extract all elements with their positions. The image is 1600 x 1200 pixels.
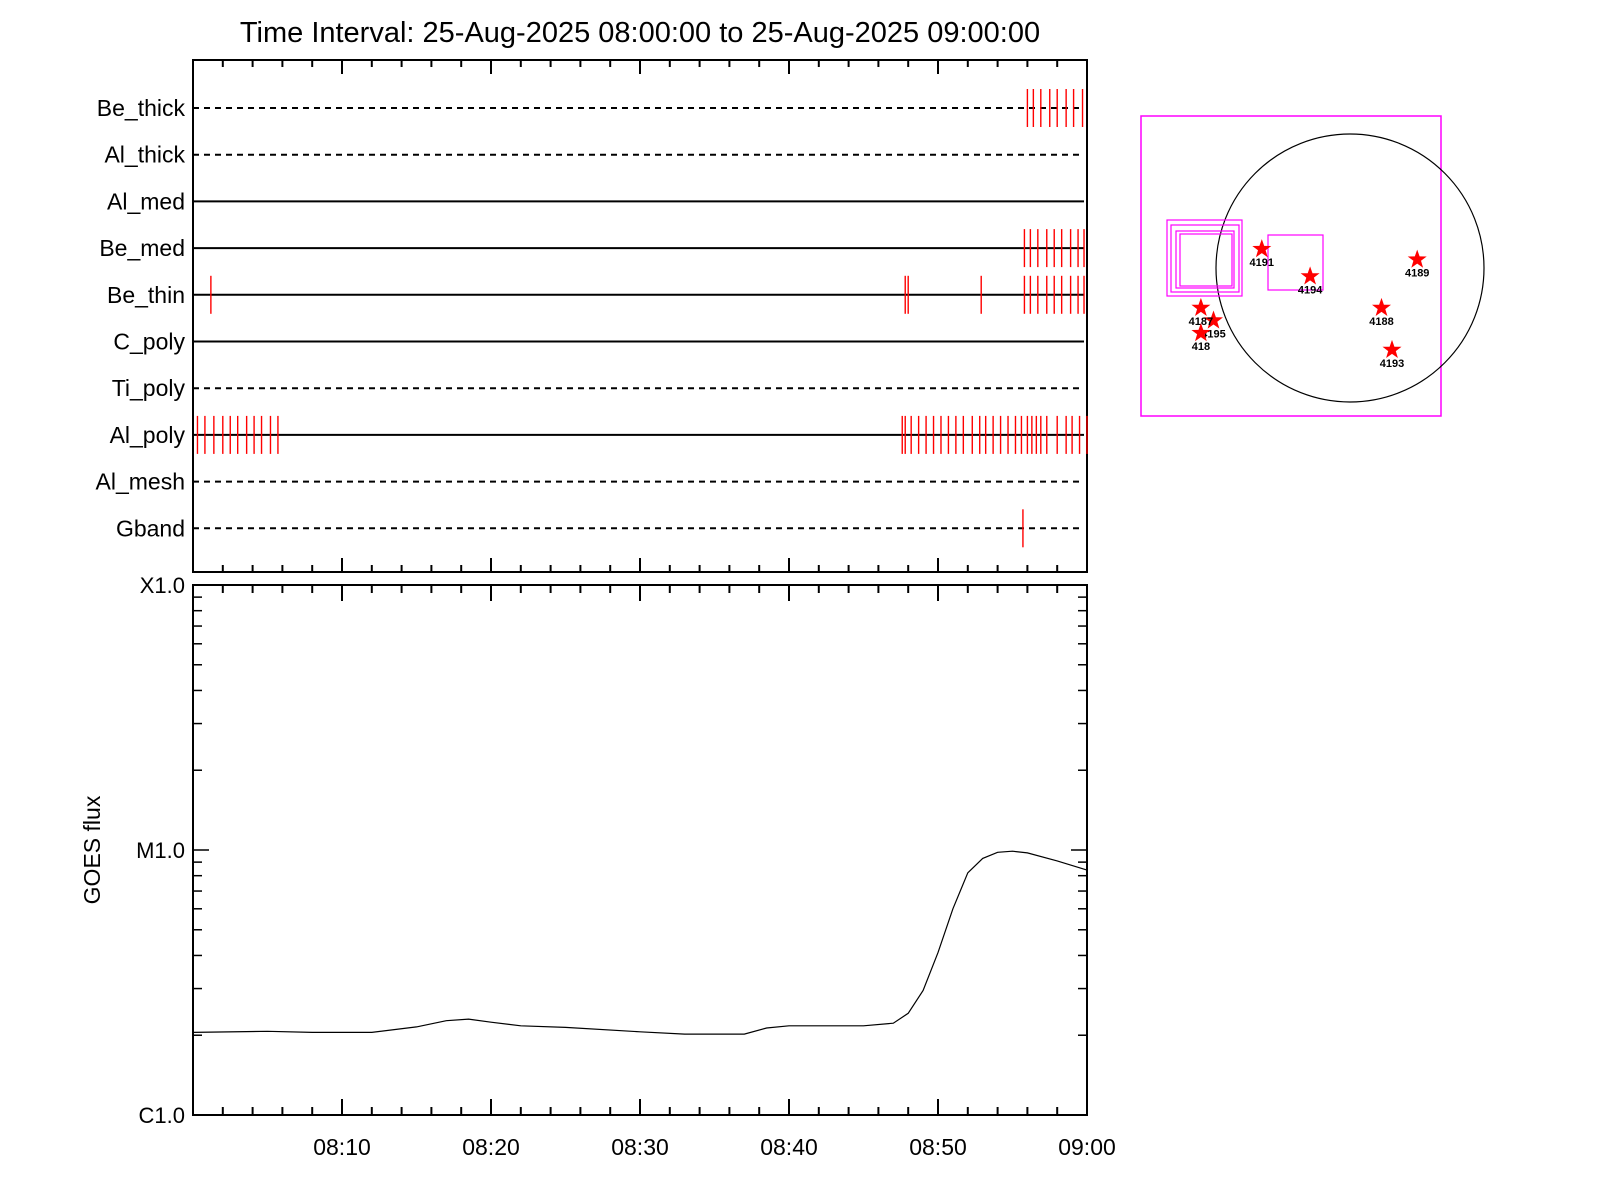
channel-label: Al_med: [107, 188, 185, 214]
region-marker: [1300, 266, 1320, 285]
channel-label: Al_mesh: [96, 469, 185, 495]
x-tick-label: 08:30: [611, 1134, 669, 1160]
goes-flux-panel: X1.0 M1.0 C1.0 08:10 08:20 08:30 08:40 08:50 09:…: [79, 573, 1116, 1160]
x-tick-label: 08:50: [909, 1134, 967, 1160]
chart-title: Time Interval: 25-Aug-2025 08:00:00 to 2…: [240, 17, 1040, 49]
region-marker: [1191, 323, 1211, 342]
y-axis-label: GOES flux: [79, 795, 105, 904]
region-marker: [1191, 297, 1211, 316]
channel-label: Al_thick: [104, 142, 185, 168]
x-tick-label: 08:40: [760, 1134, 818, 1160]
x-tick-label: 09:00: [1058, 1134, 1116, 1160]
channel-label: C_poly: [113, 329, 185, 355]
x-tick-label: 08:20: [462, 1134, 520, 1160]
roi-box: [1179, 233, 1233, 287]
goes-flux-curve: [192, 850, 1088, 1035]
channel-label: Gband: [116, 515, 185, 541]
y-tick-label: X1.0: [140, 573, 185, 598]
flux-frame: [192, 584, 1088, 1116]
region-label: 4189: [1405, 268, 1429, 280]
region-marker: [1407, 249, 1427, 268]
channel-label: Ti_poly: [112, 375, 186, 401]
timeline-panel: Be_thick Al_thick Al_med Be_med Be_thin C_pol…: [96, 59, 1088, 573]
channel-label: Al_poly: [110, 422, 186, 448]
region-label: 4194: [1298, 284, 1323, 296]
field-of-view-frame: [1140, 115, 1442, 417]
region-marker: [1252, 239, 1272, 258]
region-label: 4191: [1250, 257, 1274, 269]
roi-box: [1175, 230, 1235, 289]
x-tick-label: 08:10: [313, 1134, 371, 1160]
region-marker: [1204, 310, 1223, 329]
region-marker: [1372, 297, 1391, 316]
roi-box: [1170, 224, 1240, 293]
y-tick-label: C1.0: [139, 1103, 185, 1128]
roi-box: [1267, 234, 1324, 291]
region-marker: [1382, 339, 1402, 358]
timeline-frame: [192, 59, 1088, 573]
region-label: 418: [1192, 341, 1210, 353]
region-label: 4187: [1189, 316, 1213, 328]
region-label: 4188: [1369, 316, 1393, 328]
roi-box: [1166, 219, 1243, 297]
region-label: 4193: [1380, 358, 1404, 370]
solar-disk: [1215, 133, 1485, 403]
channel-label: Be_med: [99, 235, 185, 261]
y-tick-label: M1.0: [136, 838, 185, 863]
channel-label: Be_thin: [107, 282, 185, 308]
channel-label: Be_thick: [97, 95, 186, 121]
